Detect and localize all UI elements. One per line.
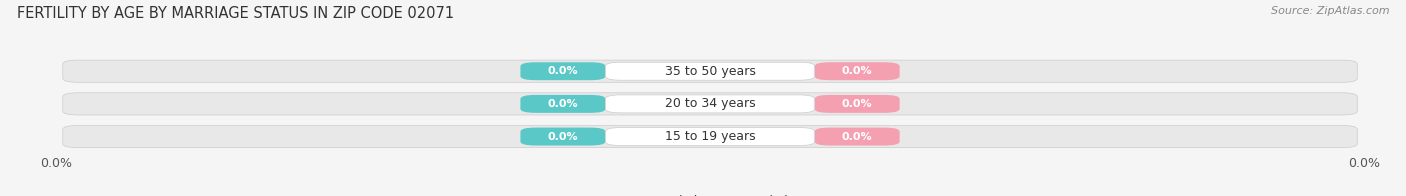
FancyBboxPatch shape	[63, 93, 1357, 115]
Text: 20 to 34 years: 20 to 34 years	[665, 97, 755, 110]
FancyBboxPatch shape	[814, 95, 900, 113]
FancyBboxPatch shape	[520, 95, 606, 113]
Text: 15 to 19 years: 15 to 19 years	[665, 130, 755, 143]
FancyBboxPatch shape	[814, 62, 900, 80]
Text: 0.0%: 0.0%	[547, 99, 578, 109]
FancyBboxPatch shape	[520, 128, 606, 145]
Text: 0.0%: 0.0%	[842, 99, 873, 109]
Text: 0.0%: 0.0%	[842, 66, 873, 76]
FancyBboxPatch shape	[63, 60, 1357, 82]
Text: 35 to 50 years: 35 to 50 years	[665, 65, 755, 78]
FancyBboxPatch shape	[606, 95, 814, 113]
Text: FERTILITY BY AGE BY MARRIAGE STATUS IN ZIP CODE 02071: FERTILITY BY AGE BY MARRIAGE STATUS IN Z…	[17, 6, 454, 21]
Text: 0.0%: 0.0%	[842, 132, 873, 142]
FancyBboxPatch shape	[606, 62, 814, 80]
FancyBboxPatch shape	[606, 128, 814, 145]
FancyBboxPatch shape	[520, 62, 606, 80]
Text: 0.0%: 0.0%	[547, 66, 578, 76]
FancyBboxPatch shape	[63, 125, 1357, 148]
Text: Source: ZipAtlas.com: Source: ZipAtlas.com	[1271, 6, 1389, 16]
Legend: Married, Unmarried: Married, Unmarried	[633, 195, 787, 196]
FancyBboxPatch shape	[814, 128, 900, 145]
Text: 0.0%: 0.0%	[547, 132, 578, 142]
